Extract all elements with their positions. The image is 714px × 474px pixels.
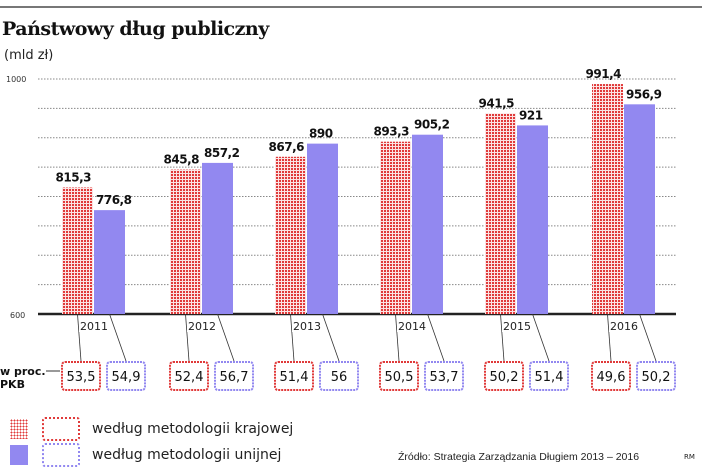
pkb-box bbox=[319, 361, 359, 391]
pkb-value: 51,4 bbox=[535, 370, 564, 385]
data-label: 857,2 bbox=[204, 146, 240, 160]
pkb-box bbox=[61, 361, 101, 391]
pkb-value: 51,4 bbox=[280, 370, 309, 385]
pkb-value: 54,9 bbox=[112, 370, 141, 385]
data-label: 991,4 bbox=[586, 67, 622, 81]
x-label-bg bbox=[397, 318, 427, 332]
bar-unijna bbox=[624, 104, 655, 314]
pkb-box bbox=[424, 361, 464, 391]
pkb-box bbox=[379, 361, 419, 391]
data-label: 941,5 bbox=[479, 96, 515, 110]
bar-krajowa bbox=[170, 169, 201, 314]
pkb-box bbox=[529, 361, 569, 391]
x-tick-label: 2015 bbox=[503, 320, 531, 333]
pkb-box bbox=[274, 361, 314, 391]
y-tick-label: 1000 bbox=[6, 75, 26, 84]
x-tick-label: 2011 bbox=[80, 320, 108, 333]
legend-swatch-red bbox=[10, 419, 28, 439]
chart-title: Państwowy dług publiczny bbox=[2, 18, 269, 40]
leader-line bbox=[109, 313, 127, 362]
data-label: 815,3 bbox=[56, 171, 92, 185]
pkb-value: 49,6 bbox=[597, 370, 626, 385]
legend-box-blue bbox=[42, 443, 80, 467]
pkb-value: 53,5 bbox=[67, 370, 96, 385]
unit-label: (mld zł) bbox=[4, 48, 54, 63]
top-rule bbox=[0, 6, 702, 8]
author-initials: RM bbox=[684, 453, 695, 461]
pkb-label: w proc. bbox=[0, 365, 46, 378]
pkb-box bbox=[169, 361, 209, 391]
leader-line bbox=[427, 313, 445, 362]
bar-unijna bbox=[412, 134, 443, 314]
pkb-value: 53,7 bbox=[430, 370, 459, 385]
x-tick-label: 2013 bbox=[293, 320, 321, 333]
leader-line bbox=[500, 313, 505, 362]
legend-label: według metodologii krajowej bbox=[92, 421, 294, 437]
data-label: 867,6 bbox=[269, 140, 305, 154]
x-tick-label: 2014 bbox=[398, 320, 426, 333]
data-label: 921 bbox=[519, 108, 543, 122]
pkb-label: PKB bbox=[0, 378, 25, 391]
pkb-box bbox=[484, 361, 524, 391]
leader-line bbox=[607, 313, 612, 362]
x-label-bg bbox=[292, 318, 322, 332]
x-tick-label: 2016 bbox=[610, 320, 638, 333]
data-label: 905,2 bbox=[414, 118, 450, 132]
y-tick-label: 600 bbox=[10, 311, 25, 320]
x-label-bg bbox=[609, 318, 639, 332]
leader-line bbox=[185, 313, 190, 362]
pkb-box bbox=[591, 361, 631, 391]
legend-item-unijna: według metodologii unijnej bbox=[10, 443, 281, 467]
legend-item-krajowa: według metodologii krajowej bbox=[10, 417, 293, 441]
pkb-value: 50,5 bbox=[385, 370, 414, 385]
pkb-box bbox=[214, 361, 254, 391]
bar-krajowa bbox=[275, 156, 306, 314]
pkb-value: 52,4 bbox=[175, 370, 204, 385]
data-label: 845,8 bbox=[164, 153, 200, 167]
leader-line bbox=[639, 313, 657, 362]
data-label: 890 bbox=[309, 127, 333, 141]
legend-label: według metodologii unijnej bbox=[92, 447, 282, 463]
pkb-value: 50,2 bbox=[490, 370, 519, 385]
pkb-value: 50,2 bbox=[642, 370, 671, 385]
legend-swatch-blue bbox=[10, 445, 28, 465]
leader-line bbox=[217, 313, 235, 362]
data-label: 893,3 bbox=[374, 125, 410, 139]
leader-line bbox=[532, 313, 550, 362]
bar-unijna bbox=[202, 162, 233, 314]
bar-unijna bbox=[307, 143, 338, 314]
legend-box-red bbox=[42, 417, 80, 441]
x-tick-label: 2012 bbox=[188, 320, 216, 333]
data-label: 776,8 bbox=[96, 193, 132, 207]
leader-line bbox=[290, 313, 295, 362]
pkb-box bbox=[106, 361, 146, 391]
leader-line bbox=[77, 313, 82, 362]
bar-unijna bbox=[94, 210, 125, 314]
pkb-box bbox=[636, 361, 676, 391]
bar-krajowa bbox=[62, 187, 93, 314]
pkb-value: 56 bbox=[331, 370, 348, 385]
leader-line bbox=[395, 313, 400, 362]
x-label-bg bbox=[79, 318, 109, 332]
pkb-value: 56,7 bbox=[220, 370, 249, 385]
x-label-bg bbox=[502, 318, 532, 332]
bar-krajowa bbox=[380, 141, 411, 314]
bar-krajowa bbox=[592, 84, 623, 315]
leader-line bbox=[322, 313, 340, 362]
bar-krajowa bbox=[485, 113, 516, 315]
source-note: Źródło: Strategia Zarządzania Długiem 20… bbox=[398, 451, 640, 463]
x-label-bg bbox=[187, 318, 217, 332]
bar-unijna bbox=[517, 125, 548, 314]
data-label: 956,9 bbox=[626, 87, 662, 101]
